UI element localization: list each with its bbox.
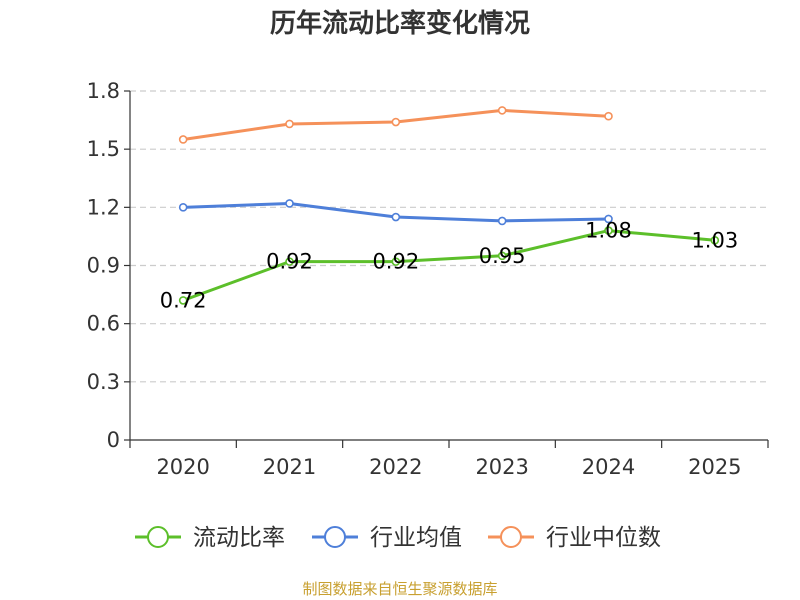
- data-point[interactable]: [604, 111, 613, 121]
- y-tick-label: 1.2: [87, 195, 120, 219]
- data-point[interactable]: [178, 135, 188, 144]
- data-label: 0.92: [266, 250, 313, 274]
- data-point[interactable]: [178, 203, 188, 212]
- chart-title: 历年流动比率变化情况: [269, 9, 530, 39]
- data-point[interactable]: [497, 251, 507, 261]
- x-tick-label: 2020: [156, 455, 209, 479]
- y-tick-label: 1.5: [87, 137, 120, 161]
- data-label: 0.92: [372, 250, 419, 274]
- data-point[interactable]: [285, 199, 294, 208]
- grid-lines: [130, 90, 768, 383]
- y-tick-label: 0.9: [87, 254, 120, 278]
- axes: 0 0.3 0.6 0.9 1.2 1.5 1.8 2020 2021 2022 2023 2024 2…: [87, 79, 769, 479]
- legend-item[interactable]: 行业均值: [312, 525, 462, 551]
- series-lines: [178, 106, 720, 305]
- data-point[interactable]: [497, 106, 507, 115]
- data-point[interactable]: [604, 214, 613, 224]
- legend-label: 流动比率: [193, 525, 285, 551]
- legend-marker: [147, 526, 169, 548]
- legend-marker: [324, 526, 346, 548]
- data-point[interactable]: [391, 257, 401, 266]
- x-tick-label: 2025: [688, 455, 741, 479]
- data-label: 1.03: [691, 228, 738, 252]
- y-tick-label: 0.6: [87, 312, 120, 336]
- legend-label: 行业中位数: [546, 525, 661, 551]
- data-label: 0.72: [160, 288, 207, 312]
- data-label: 1.08: [585, 219, 632, 243]
- y-tick-label: 1.8: [87, 79, 120, 103]
- data-point[interactable]: [285, 119, 294, 129]
- data-point[interactable]: [178, 296, 188, 305]
- data-point[interactable]: [285, 257, 294, 266]
- y-tick-label: 0.3: [87, 370, 120, 394]
- data-point[interactable]: [497, 216, 507, 226]
- legend-item[interactable]: 流动比率: [135, 525, 285, 551]
- legend[interactable]: 流动比率 行业均值 行业中位数: [135, 525, 661, 551]
- data-point[interactable]: [391, 117, 401, 127]
- legend-label: 行业均值: [370, 525, 462, 551]
- data-point[interactable]: [391, 212, 401, 222]
- y-tick-label: 0: [107, 428, 120, 452]
- x-tick-label: 2022: [369, 455, 422, 479]
- source-note: 制图数据来自恒生聚源数据库: [302, 580, 498, 598]
- series-line: [182, 229, 715, 302]
- x-tick-label: 2021: [263, 455, 316, 479]
- legend-item[interactable]: 行业中位数: [488, 525, 661, 551]
- data-label: 0.95: [479, 244, 526, 268]
- x-tick-label: 2023: [475, 455, 528, 479]
- data-point[interactable]: [710, 235, 720, 245]
- data-point[interactable]: [604, 226, 613, 235]
- x-tick-label: 2024: [582, 455, 635, 479]
- legend-marker: [500, 526, 522, 548]
- data-labels: 0.72 0.92 0.92 0.95 1.08 1.03: [160, 219, 738, 313]
